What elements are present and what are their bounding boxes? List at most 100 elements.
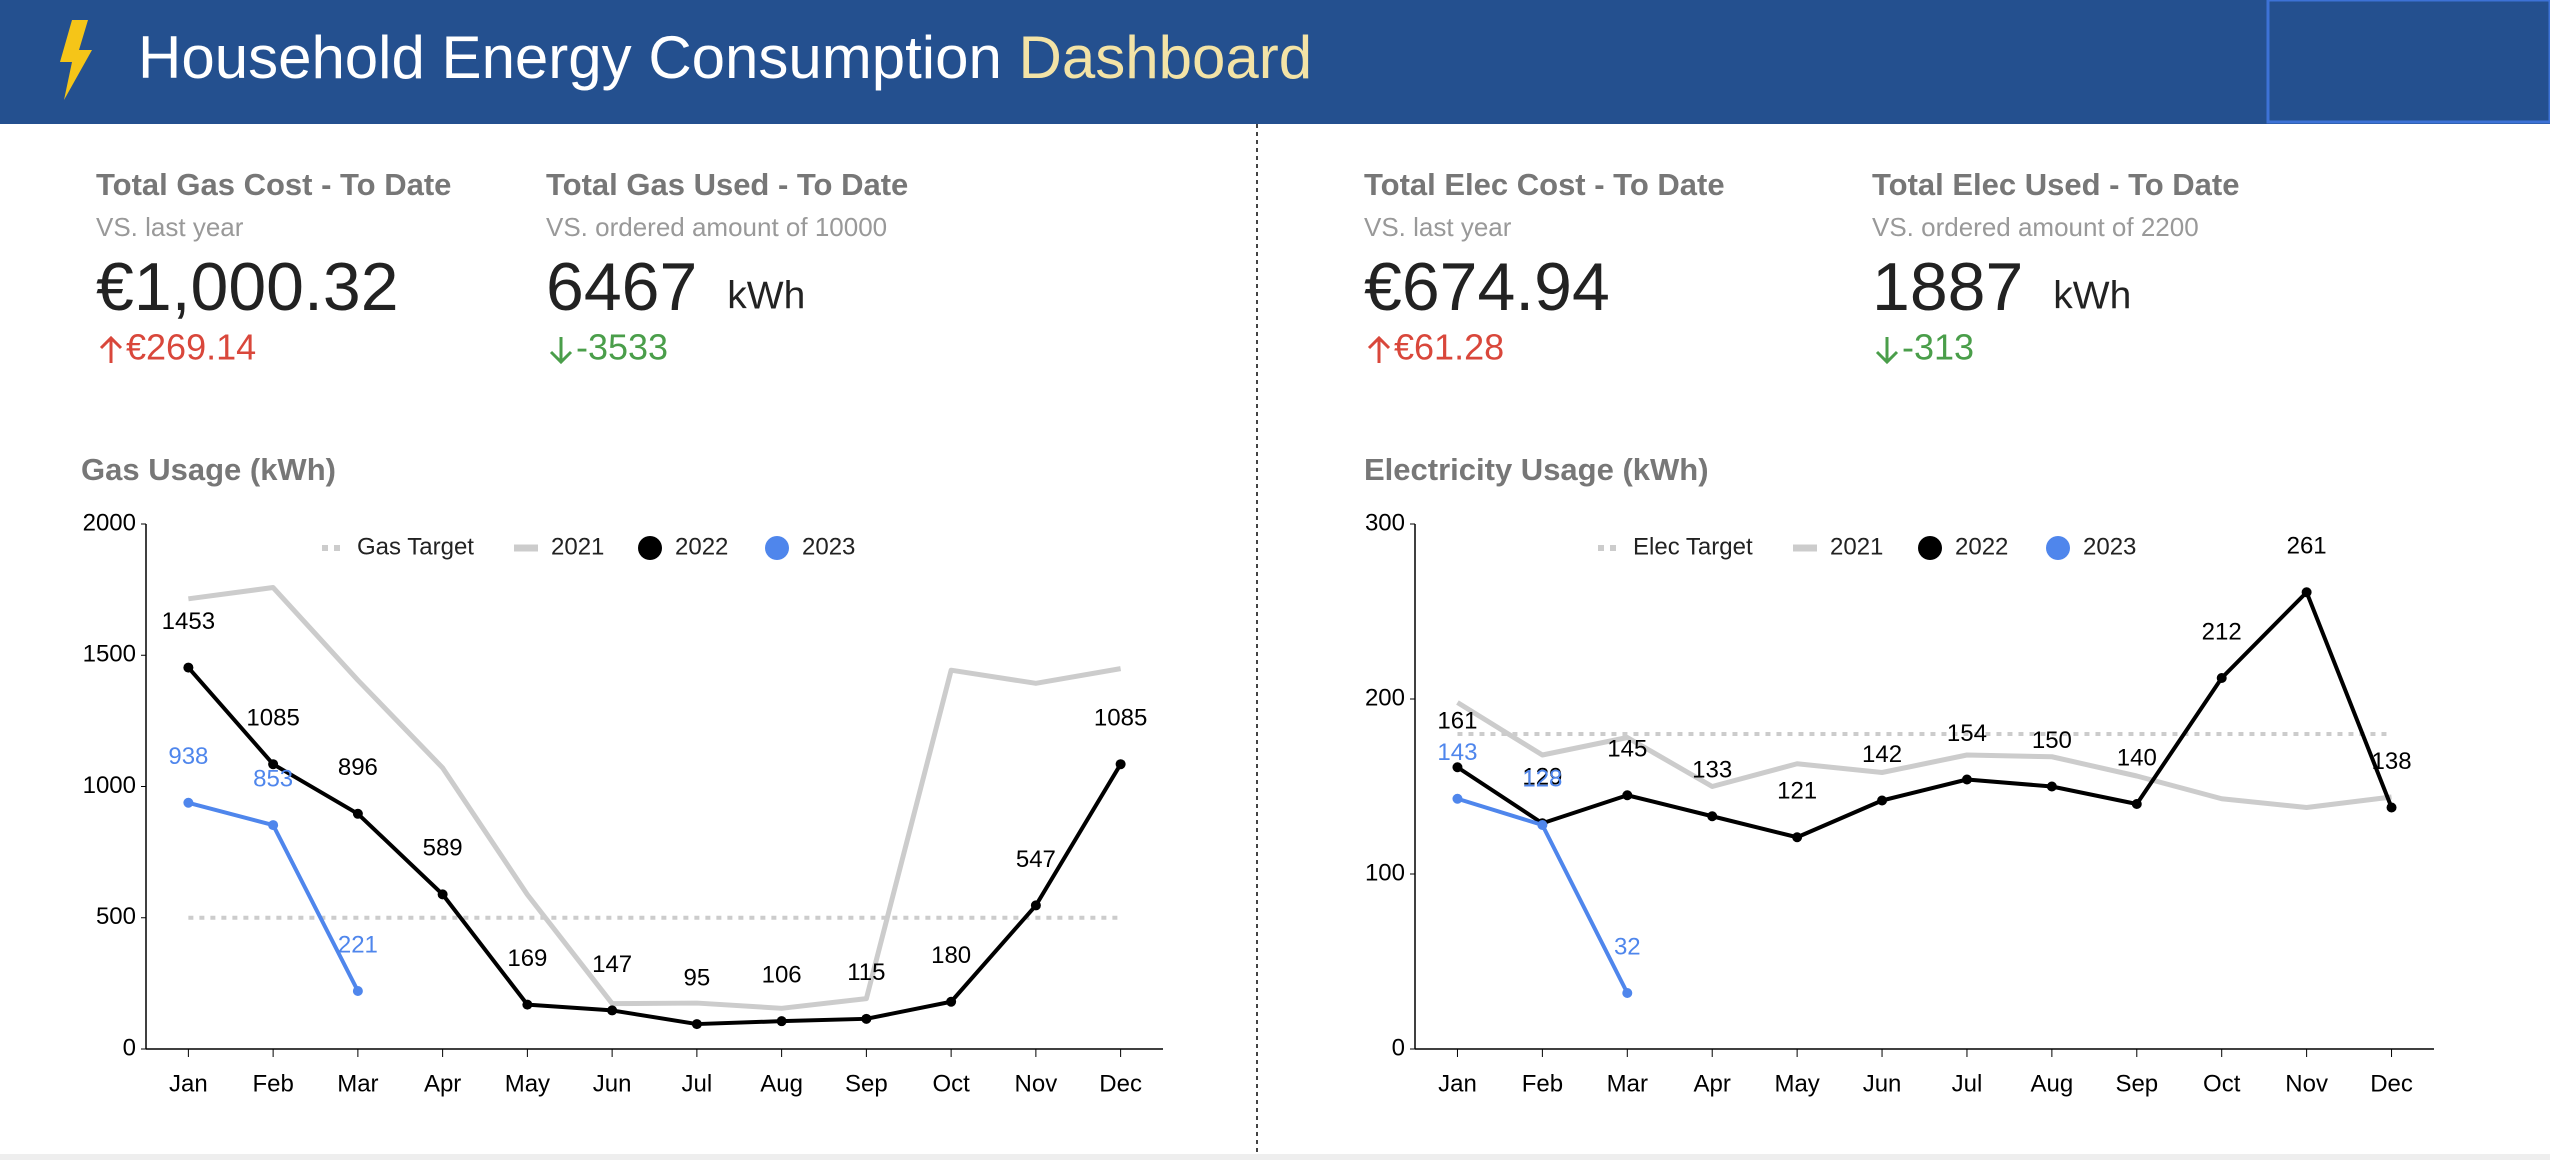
data-label: 140 [2117, 744, 2157, 771]
data-label: 145 [1607, 736, 1647, 763]
data-label: 128 [1522, 765, 1562, 792]
x-tick-label: Jan [169, 1070, 208, 1097]
data-label: 115 [847, 959, 885, 986]
data-label: 212 [2202, 618, 2242, 645]
y-tick-label: 1500 [83, 641, 136, 668]
legend-symbol [2046, 536, 2070, 560]
data-label: 32 [1614, 933, 1641, 960]
data-point [352, 808, 363, 819]
data-point [1537, 820, 1548, 830]
y-tick-label: 500 [96, 903, 136, 930]
x-tick-label: Dec [1099, 1070, 1142, 1097]
series-line [1456, 590, 2394, 840]
data-label: 95 [684, 964, 711, 991]
data-point [861, 1013, 872, 1024]
kpi-delta: €61.28 [1394, 327, 1504, 368]
delta-arrow [99, 335, 123, 363]
data-point [1452, 762, 1463, 773]
kpi-title: Total Gas Cost - To Date [96, 167, 451, 202]
data-point [2216, 673, 2227, 683]
kpi-subtitle: VS. ordered amount of 2200 [1872, 212, 2199, 242]
bolt-icon [60, 20, 92, 100]
data-point [776, 1016, 787, 1027]
legend-label: 2021 [551, 533, 604, 560]
data-point [2386, 802, 2397, 813]
data-label: 1085 [246, 705, 299, 732]
data-label: 896 [338, 754, 378, 781]
data-point [352, 985, 363, 996]
data-point [1622, 988, 1633, 998]
x-tick-label: Jun [593, 1070, 632, 1097]
data-point [691, 1019, 702, 1030]
x-tick-label: Apr [1694, 1070, 1731, 1097]
x-tick-label: Sep [2115, 1070, 2158, 1097]
data-point [607, 1005, 618, 1016]
x-tick-label: Nov [2285, 1070, 2328, 1097]
x-tick-label: Dec [2370, 1070, 2413, 1097]
x-tick-label: Oct [2203, 1070, 2241, 1097]
data-label: 180 [931, 942, 971, 969]
legend-symbol [638, 536, 662, 560]
legend-label: 2021 [1830, 533, 1883, 560]
x-tick-label: Sep [845, 1070, 888, 1097]
x-tick-label: Nov [1015, 1070, 1058, 1097]
data-point [1030, 900, 1041, 911]
title-main: Household Energy Consumption [138, 24, 1002, 91]
kpi-delta: €269.14 [126, 327, 256, 368]
x-tick-label: Oct [932, 1070, 970, 1097]
data-label: 143 [1437, 739, 1477, 766]
data-point [946, 996, 957, 1007]
x-tick-label: Feb [252, 1070, 293, 1097]
data-label: 133 [1692, 757, 1732, 784]
y-tick-label: 0 [123, 1034, 136, 1061]
kpi-subtitle: VS. ordered amount of 10000 [546, 212, 887, 242]
header-title: Household Energy Consumption Dashboard [138, 24, 1312, 91]
kpi-value: 1887 [1872, 249, 2023, 325]
data-label: 147 [592, 951, 632, 978]
y-tick-label: 300 [1365, 509, 1405, 536]
series-line [1456, 700, 2392, 810]
data-label: 938 [168, 743, 208, 770]
data-label: 589 [423, 835, 463, 862]
data-label: 169 [507, 945, 547, 972]
data-label: 106 [762, 962, 802, 989]
series-line [188, 585, 1122, 1011]
legend-label: 2022 [675, 533, 728, 560]
data-label: 1085 [1094, 705, 1147, 732]
legend-label: 2023 [802, 533, 855, 560]
y-tick-label: 100 [1365, 859, 1405, 886]
legend-label: 2023 [2083, 533, 2136, 560]
series-line [187, 800, 360, 992]
x-tick-label: May [1774, 1070, 1819, 1097]
data-label: 154 [1947, 720, 1987, 747]
data-label: 1453 [162, 608, 215, 635]
data-point [268, 820, 279, 831]
data-point [1961, 774, 1972, 785]
delta-arrow [549, 337, 573, 365]
data-point [1452, 793, 1463, 804]
data-label: 150 [2032, 727, 2072, 754]
data-point [1707, 811, 1718, 822]
data-label: 161 [1437, 708, 1477, 735]
kpi-title: Total Gas Used - To Date [546, 167, 908, 202]
data-label: 547 [1016, 846, 1056, 873]
data-label: 142 [1862, 741, 1902, 768]
header-box [2266, 0, 2550, 124]
data-point [1877, 795, 1888, 806]
kpi-subtitle: VS. last year [96, 212, 244, 242]
data-point [2046, 781, 2057, 792]
header-bar [0, 0, 2550, 124]
x-tick-label: Jun [1863, 1070, 1902, 1097]
kpi-unit: kWh [2053, 274, 2131, 317]
kpi-title: Total Elec Cost - To Date [1364, 167, 1725, 202]
chart-title: Electricity Usage (kWh) [1364, 452, 1709, 487]
data-point [1622, 790, 1633, 801]
data-point [2131, 799, 2142, 809]
y-tick-label: 1000 [83, 772, 136, 799]
bottom-strip [0, 1154, 2550, 1160]
kpi-delta: -3533 [576, 327, 668, 368]
kpi-value: €1,000.32 [96, 249, 399, 325]
x-tick-label: Mar [1607, 1070, 1648, 1097]
legend-label: Gas Target [357, 533, 474, 560]
